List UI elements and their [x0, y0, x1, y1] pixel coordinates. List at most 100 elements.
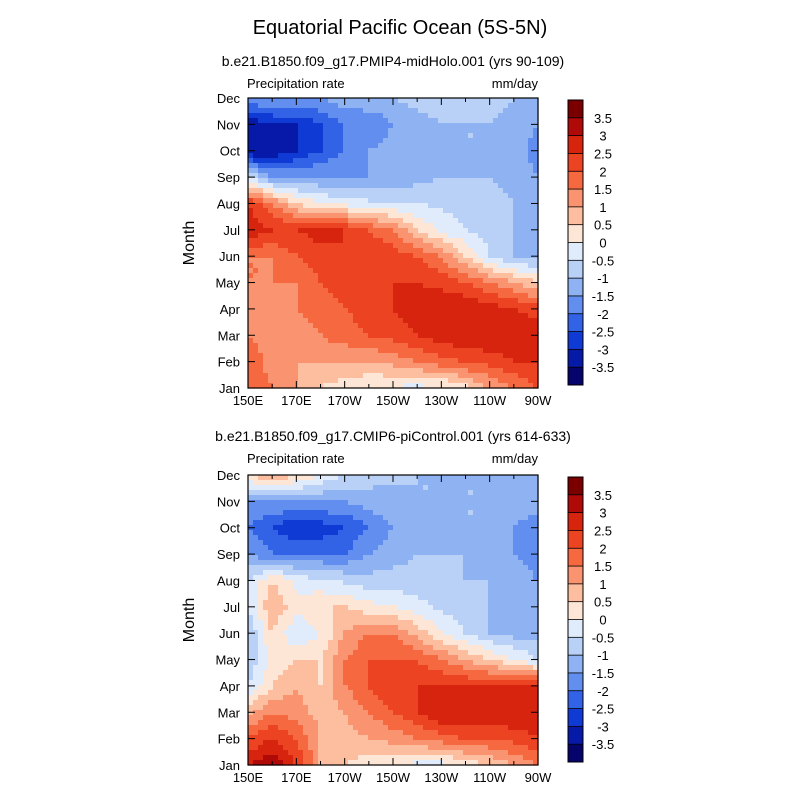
heatmap-cell	[408, 263, 414, 269]
heatmap-cell	[518, 590, 524, 596]
heatmap-cell	[483, 188, 489, 194]
heatmap-cell	[528, 575, 534, 581]
heatmap-cell	[523, 218, 529, 224]
heatmap-cell	[328, 293, 334, 299]
heatmap-cell	[463, 288, 469, 294]
heatmap-cell	[298, 193, 304, 199]
heatmap-cell	[283, 128, 289, 134]
heatmap-cell	[463, 308, 469, 314]
heatmap-cell	[283, 143, 289, 149]
heatmap-cell	[393, 273, 399, 279]
heatmap-cell	[533, 113, 539, 119]
heatmap-cell	[448, 158, 454, 164]
heatmap-cell	[248, 373, 254, 379]
heatmap-cell	[268, 485, 274, 491]
heatmap-cell	[528, 595, 534, 601]
heatmap-cell	[463, 183, 469, 189]
heatmap-cell	[478, 243, 484, 249]
heatmap-cell	[533, 158, 539, 164]
heatmap-cell	[413, 530, 419, 536]
heatmap-cell	[423, 163, 429, 169]
heatmap-cell	[428, 505, 434, 511]
heatmap-cell	[428, 103, 434, 109]
heatmap-cell	[303, 148, 309, 154]
heatmap-cell	[403, 495, 409, 501]
heatmap-cell	[313, 123, 319, 129]
heatmap-cell	[418, 98, 424, 104]
heatmap-cell	[518, 173, 524, 179]
heatmap-cell	[353, 138, 359, 144]
heatmap-cell	[328, 123, 334, 129]
heatmap-cell	[298, 263, 304, 269]
heatmap-cell	[528, 480, 534, 486]
heatmap-cell	[338, 318, 344, 324]
heatmap-cell	[488, 475, 494, 481]
heatmap-cell	[453, 575, 459, 581]
heatmap-cell	[288, 143, 294, 149]
heatmap-cell	[408, 278, 414, 284]
heatmap-cell	[513, 123, 519, 129]
heatmap-cell	[493, 198, 499, 204]
heatmap-cell	[338, 480, 344, 486]
heatmap-cell	[358, 358, 364, 364]
heatmap-cell	[493, 338, 499, 344]
heatmap-cell	[508, 98, 514, 104]
heatmap-cell	[528, 505, 534, 511]
heatmap-cell	[433, 585, 439, 591]
heatmap-cell	[448, 530, 454, 536]
heatmap-cell	[248, 308, 254, 314]
heatmap-cell	[488, 358, 494, 364]
heatmap-cell	[358, 530, 364, 536]
heatmap-cell	[283, 123, 289, 129]
heatmap-cell	[398, 253, 404, 259]
heatmap-cell	[373, 233, 379, 239]
heatmap-cell	[483, 590, 489, 596]
heatmap-cell	[503, 525, 509, 531]
heatmap-cell	[308, 560, 314, 566]
heatmap-cell	[473, 318, 479, 324]
heatmap-cell	[343, 358, 349, 364]
heatmap-cell	[408, 475, 414, 481]
heatmap-cell	[498, 273, 504, 279]
heatmap-cell	[318, 178, 324, 184]
heatmap-cell	[488, 298, 494, 304]
colorbar-swatch	[568, 224, 583, 243]
heatmap-cell	[333, 268, 339, 274]
heatmap-cell	[413, 505, 419, 511]
heatmap-cell	[388, 328, 394, 334]
heatmap-cell	[458, 133, 464, 139]
heatmap-cell	[498, 138, 504, 144]
heatmap-cell	[503, 173, 509, 179]
heatmap-cell	[298, 358, 304, 364]
heatmap-cell	[353, 570, 359, 576]
heatmap-cell	[263, 590, 269, 596]
heatmap-cell	[433, 595, 439, 601]
heatmap-cell	[348, 173, 354, 179]
heatmap-cell	[333, 283, 339, 289]
heatmap-cell	[363, 540, 369, 546]
heatmap-cell	[458, 505, 464, 511]
heatmap-cell	[348, 545, 354, 551]
heatmap-cell	[458, 560, 464, 566]
heatmap-cell	[378, 258, 384, 264]
heatmap-cell	[398, 343, 404, 349]
heatmap-cell	[433, 535, 439, 541]
heatmap-cell	[478, 283, 484, 289]
heatmap-cell	[383, 490, 389, 496]
heatmap-cell	[378, 560, 384, 566]
heatmap-cell	[348, 273, 354, 279]
heatmap-cell	[288, 193, 294, 199]
heatmap-cell	[333, 293, 339, 299]
heatmap-cell	[423, 218, 429, 224]
heatmap-cell	[498, 303, 504, 309]
heatmap-cell	[288, 303, 294, 309]
heatmap-cell	[268, 148, 274, 154]
heatmap-cell	[403, 585, 409, 591]
heatmap-cell	[263, 228, 269, 234]
heatmap-cell	[508, 368, 514, 374]
heatmap-cell	[448, 108, 454, 114]
heatmap-cell	[373, 293, 379, 299]
heatmap-cell	[458, 148, 464, 154]
heatmap-cell	[418, 283, 424, 289]
heatmap-cell	[453, 98, 459, 104]
